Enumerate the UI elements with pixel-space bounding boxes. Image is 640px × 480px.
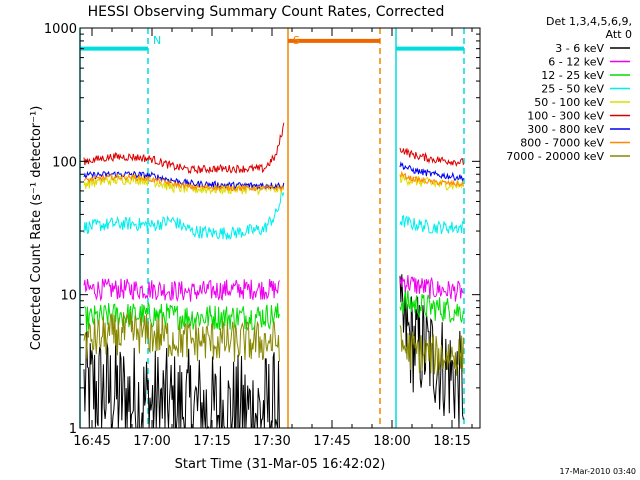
legend-header-line-1: Det 1,3,4,5,6,9, [546,15,632,28]
series-50-100-kev-segment-1 [399,173,464,191]
series-7000-20000-kev-segment-0 [83,311,280,362]
legend-label-800-7000-kev: 800 - 7000 keV [520,137,604,150]
y-axis-label: Corrected Count Rate (s⁻¹ detector⁻¹) [29,106,44,351]
chart-title: HESSI Observing Summary Count Rates, Cor… [88,4,445,20]
marker-label-s: S [293,34,300,47]
legend-label-300-800-kev: 300 - 800 keV [527,123,604,136]
series-100-300-kev-segment-1 [399,147,464,168]
series-800-7000-kev-segment-0 [83,173,285,193]
legend-label-12-25-kev: 12 - 25 keV [541,69,604,82]
series-100-300-kev-segment-0 [83,122,285,175]
series-300-800-kev-segment-1 [399,161,464,182]
x-tick-label-0: 16:45 [73,434,110,449]
series-6-12-kev-segment-0 [83,278,280,302]
legend-label-25-50-kev: 25 - 50 keV [541,83,604,96]
series-6-12-kev-segment-1 [399,275,464,302]
legend-label-6-12-kev: 6 - 12 keV [548,56,604,69]
series-traces [83,122,464,430]
series-3-6-kev-segment-1 [399,274,464,429]
series-25-50-kev-segment-0 [83,192,285,240]
series-7000-20000-kev-segment-1 [399,325,464,376]
y-tick-label-1: 10 [60,289,77,304]
y-tick-label-0: 1 [69,422,77,437]
legend-label-3-6-kev: 3 - 6 keV [555,42,604,55]
x-tick-label-6: 18:15 [433,434,470,449]
y-tick-label-3: 1000 [44,22,77,37]
marker-label-n: N [153,34,161,47]
series-25-50-kev-segment-1 [399,214,464,235]
x-axis-label: Start Time (31-Mar-05 16:42:02) [175,457,386,472]
legend-label-7000-20000-kev: 7000 - 20000 keV [506,150,604,163]
series-3-6-kev-segment-0 [83,328,280,430]
x-tick-label-5: 18:00 [373,434,410,449]
axis-ticks: 16:45 17:00 17:15 17:30 17:45 18:00 18:15 1 10 10… [44,22,480,449]
plot-frame [79,27,481,429]
series-800-7000-kev-segment-1 [399,170,464,188]
series-12-25-kev-segment-1 [399,290,464,323]
y-tick-label-2: 100 [52,155,77,170]
x-tick-label-2: 17:15 [193,434,230,449]
x-tick-label-1: 17:00 [133,434,170,449]
legend-header-line-2: Att 0 [606,28,632,41]
series-300-800-kev-segment-0 [83,170,285,190]
legend-label-100-300-kev: 100 - 300 keV [527,110,604,123]
legend-label-50-100-kev: 50 - 100 keV [534,96,604,109]
x-tick-label-3: 17:30 [253,434,290,449]
x-tick-label-4: 17:45 [313,434,350,449]
footer-timestamp: 17-Mar-2010 03:40 [560,467,637,476]
